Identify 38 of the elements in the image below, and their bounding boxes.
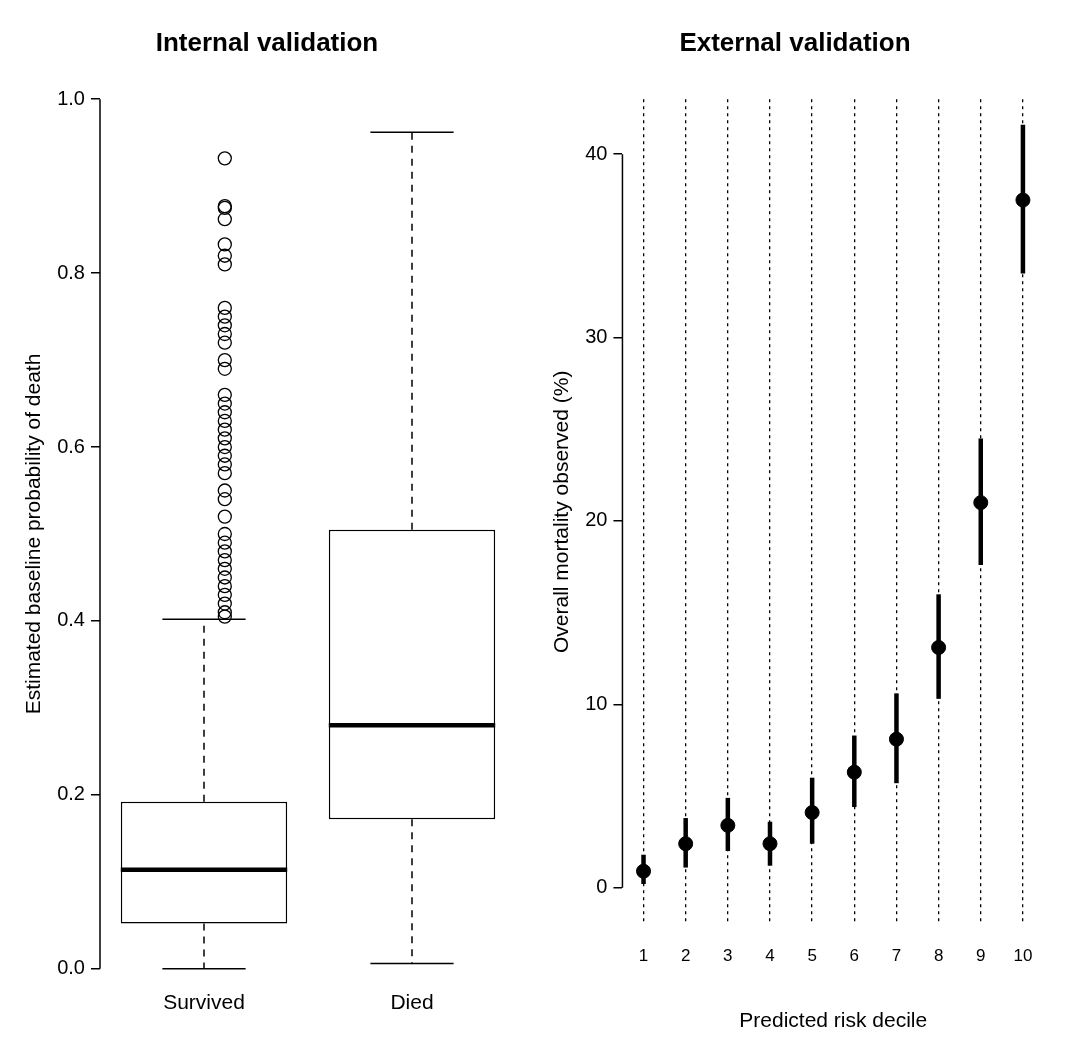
x-tick-label: 10: [1013, 946, 1033, 966]
y-tick-label: 1.0: [57, 86, 85, 109]
chart-title: Internal validation: [155, 26, 379, 57]
y-tick-label: 0.8: [57, 260, 85, 283]
point: [636, 863, 652, 879]
point: [973, 495, 989, 511]
x-tick-label: Survived: [163, 990, 245, 1014]
y-axis-title: Overall mortality observed (%): [549, 370, 573, 654]
point: [931, 640, 947, 655]
point: [678, 836, 694, 852]
point: [888, 731, 904, 747]
y-tick-label: 20: [585, 508, 608, 531]
point: [846, 764, 862, 780]
x-tick-label: 7: [891, 946, 902, 966]
y-tick-label: 40: [585, 141, 608, 164]
chart-title: External validation: [679, 26, 911, 57]
x-tick-label: 3: [723, 946, 733, 966]
x-tick-label: Died: [390, 990, 434, 1014]
point: [1015, 192, 1031, 208]
x-tick-label: 5: [807, 946, 817, 966]
y-tick-label: 10: [585, 691, 608, 714]
x-tick-label: 4: [765, 946, 775, 966]
y-tick-label: 0.6: [57, 434, 85, 457]
point: [762, 836, 778, 852]
y-tick-label: 0.2: [57, 782, 85, 805]
point: [804, 805, 820, 821]
point: [720, 817, 736, 833]
x-tick-label: 2: [680, 946, 691, 966]
y-tick-label: 0.0: [57, 956, 85, 979]
y-tick-label: 30: [585, 325, 608, 348]
y-tick-label: 0.4: [57, 608, 85, 631]
x-tick-label: 9: [976, 946, 986, 966]
x-axis-title: Predicted risk decile: [739, 1008, 928, 1032]
x-tick-label: 6: [849, 946, 860, 966]
x-tick-label: 8: [933, 946, 944, 966]
y-axis-title: Estimated baseline probability of death: [21, 353, 45, 715]
y-tick-label: 0: [596, 875, 608, 898]
x-tick-label: 1: [638, 946, 649, 966]
